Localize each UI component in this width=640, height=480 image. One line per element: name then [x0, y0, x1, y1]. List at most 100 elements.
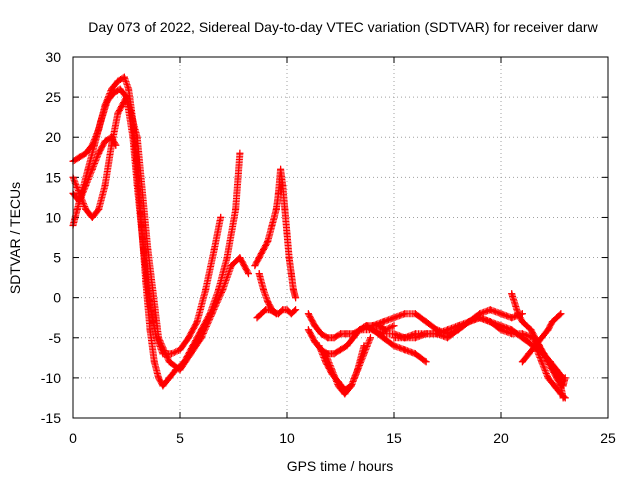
data-point-marker: [330, 350, 338, 358]
data-point-marker: [390, 322, 398, 330]
data-point-marker: [341, 390, 349, 398]
series-arc-7: [255, 270, 280, 318]
y-tick-labels: -15 -10 -5 0 5 10 15 20 25 30: [41, 49, 61, 426]
data-point-marker: [304, 310, 312, 318]
y-axis-label: SDTVAR / TECUs: [7, 182, 23, 294]
data-point-marker: [292, 294, 300, 302]
data-point-marker: [347, 382, 355, 390]
data-point-marker: [279, 181, 287, 189]
data-point-marker: [272, 205, 280, 213]
data-point-marker: [112, 141, 120, 149]
data-point-marker: [146, 302, 154, 310]
data-point-marker: [150, 358, 158, 366]
data-point-marker: [311, 338, 319, 346]
data-point-marker: [75, 153, 83, 161]
x-tick-label: 15: [386, 430, 402, 446]
data-point-marker: [379, 318, 387, 326]
data-point-marker: [555, 374, 563, 382]
data-point-marker: [518, 334, 526, 342]
y-tick-label: 10: [45, 209, 61, 225]
data-point-marker: [349, 334, 357, 342]
data-point-marker: [422, 330, 430, 338]
data-point-marker: [508, 314, 516, 322]
data-point-marker: [176, 346, 184, 354]
data-point-marker: [557, 310, 565, 318]
data-point-marker: [283, 306, 291, 314]
data-point-marker: [255, 270, 263, 278]
axis-ticks: [72, 56, 609, 419]
x-tick-label: 25: [600, 430, 616, 446]
data-point-marker: [82, 181, 90, 189]
data-point-marker: [193, 318, 201, 326]
data-point-marker: [401, 334, 409, 342]
data-point-marker: [367, 334, 374, 342]
data-point-marker: [401, 310, 409, 318]
data-point-marker: [561, 374, 569, 382]
plot-frame: [72, 56, 609, 419]
data-point-marker: [253, 314, 261, 322]
data-point-marker: [553, 314, 561, 322]
data-point-marker: [531, 342, 539, 350]
data-point-marker: [245, 270, 252, 278]
y-tick-label: -10: [41, 370, 61, 386]
data-point-marker: [268, 222, 276, 229]
marker-trace: [315, 334, 374, 394]
data-point-marker: [125, 85, 133, 93]
data-point-marker: [88, 213, 96, 221]
chart-title: Day 073 of 2022, Sidereal Day-to-day VTE…: [88, 19, 598, 35]
data-point-marker: [337, 346, 344, 354]
data-point-marker: [236, 149, 244, 157]
y-tick-label: -15: [41, 410, 61, 426]
data-point-marker: [476, 314, 484, 322]
data-point-marker: [133, 181, 141, 189]
data-point-marker: [411, 310, 419, 318]
series-arc-4: [69, 133, 120, 205]
series-arc-18: [546, 358, 569, 390]
data-point-marker: [540, 350, 548, 358]
data-point-marker: [544, 326, 552, 334]
data-point-marker: [197, 334, 205, 342]
data-point-marker: [390, 342, 398, 350]
data-point-marker: [260, 286, 267, 294]
data-point-marker: [330, 334, 338, 342]
data-point-marker: [538, 334, 546, 342]
y-tick-label: 30: [45, 49, 61, 65]
data-point-marker: [277, 165, 285, 173]
x-tick-label: 20: [493, 430, 509, 446]
data-point-marker: [518, 318, 526, 326]
data-point-marker: [531, 334, 539, 342]
data-point-marker: [114, 109, 122, 117]
data-point-marker: [255, 254, 263, 262]
data-point-marker: [133, 133, 141, 141]
data-point-marker: [227, 262, 235, 270]
data-point-marker: [272, 310, 280, 318]
data-point-marker: [411, 350, 419, 358]
data-point-marker: [232, 205, 240, 213]
data-point-marker: [548, 318, 556, 326]
data-point-marker: [264, 238, 272, 245]
data-point-marker: [159, 382, 167, 390]
data-point-marker: [114, 77, 122, 85]
data-point-marker: [73, 205, 81, 213]
marker-trace: [531, 342, 569, 402]
y-tick-label: 20: [45, 129, 61, 145]
data-point-marker: [343, 330, 351, 338]
data-point-marker: [257, 310, 265, 318]
data-point-marker: [311, 322, 319, 330]
x-tick-label: 5: [176, 430, 184, 446]
data-point-marker: [123, 93, 130, 101]
data-point-marker: [369, 322, 377, 330]
data-point-marker: [401, 346, 409, 354]
data-point-marker: [95, 205, 103, 213]
data-point-marker: [268, 306, 276, 314]
data-point-marker: [538, 358, 546, 366]
data-point-marker: [358, 326, 366, 334]
data-point-marker: [289, 286, 297, 294]
series-arc-17: [531, 342, 569, 402]
data-point-marker: [274, 189, 282, 197]
data-point-marker: [497, 310, 505, 318]
data-point-marker: [101, 181, 109, 189]
data-point-marker: [82, 149, 90, 157]
data-point-marker: [97, 117, 105, 125]
data-point-marker: [557, 390, 565, 398]
